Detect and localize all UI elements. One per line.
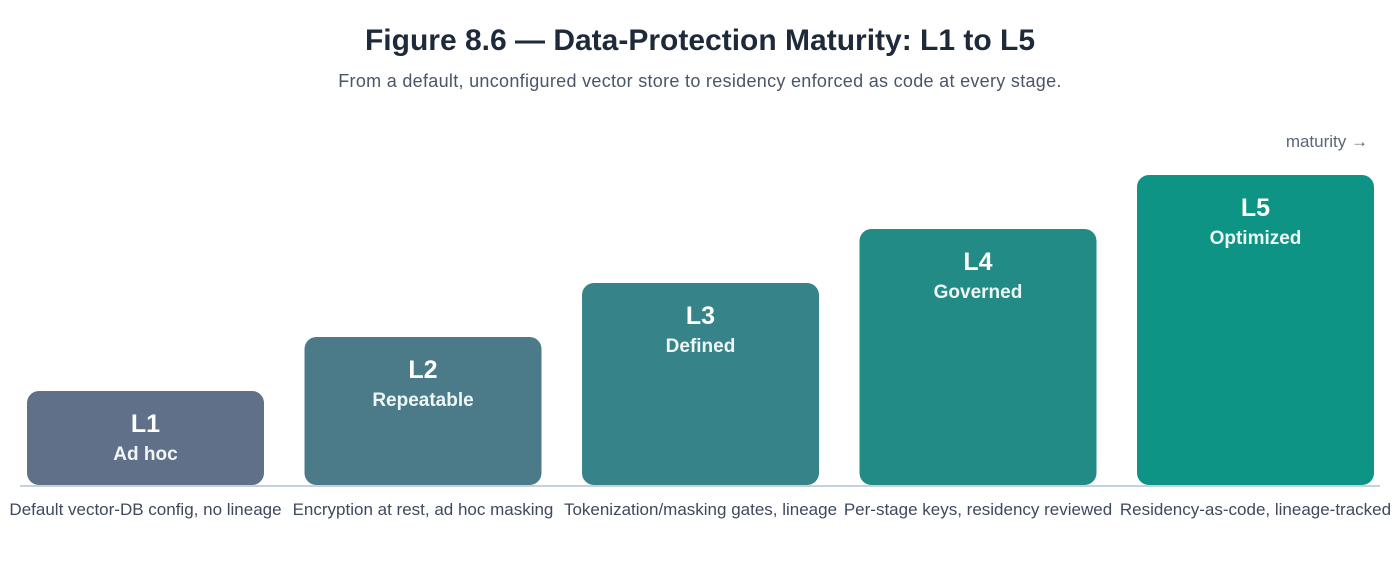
bar-level-label: L2 [408, 356, 437, 384]
bar-maturity-name: Defined [666, 336, 736, 357]
maturity-axis-hint: maturity → [1285, 132, 1368, 151]
bar-description: Per-stage keys, residency reviewed [844, 500, 1112, 519]
bar-level-label: L1 [131, 410, 160, 438]
bar-group-l1: L1 Ad hoc Default vector-DB config, no lin… [9, 391, 282, 519]
chart-title: Figure 8.6 — Data-Protection Maturity: L… [364, 24, 1036, 57]
bar-description: Encryption at rest, ad hoc masking [293, 500, 554, 519]
bar-l4 [859, 229, 1097, 485]
bar-l1 [27, 391, 264, 485]
bar-group-l4: L4 Governed Per-stage keys, residency revi… [844, 229, 1112, 519]
bar-l3 [582, 283, 819, 485]
bar-level-label: L4 [963, 248, 992, 276]
bar-l2 [304, 337, 542, 485]
chart-subtitle: From a default, unconfigured vector stor… [338, 71, 1062, 91]
bar-maturity-name: Optimized [1210, 228, 1302, 249]
bar-group-l5: L5 Optimized Residency-as-code, lineage-tr… [1120, 175, 1391, 519]
bar-level-label: L5 [1241, 194, 1270, 222]
bar-l5 [1137, 175, 1374, 485]
bar-maturity-name: Ad hoc [113, 444, 178, 465]
bar-maturity-name: Repeatable [372, 390, 473, 411]
bar-description: Default vector-DB config, no lineage [9, 500, 281, 519]
bar-group-l3: L3 Defined Tokenization/masking gates, lin… [564, 283, 837, 519]
bar-description: Tokenization/masking gates, lineage [564, 500, 837, 519]
bar-maturity-name: Governed [934, 282, 1023, 303]
bar-level-label: L3 [686, 302, 715, 330]
bar-group-l2: L2 Repeatable Encryption at rest, ad hoc m… [293, 337, 554, 519]
bar-description: Residency-as-code, lineage-tracked [1120, 500, 1391, 519]
